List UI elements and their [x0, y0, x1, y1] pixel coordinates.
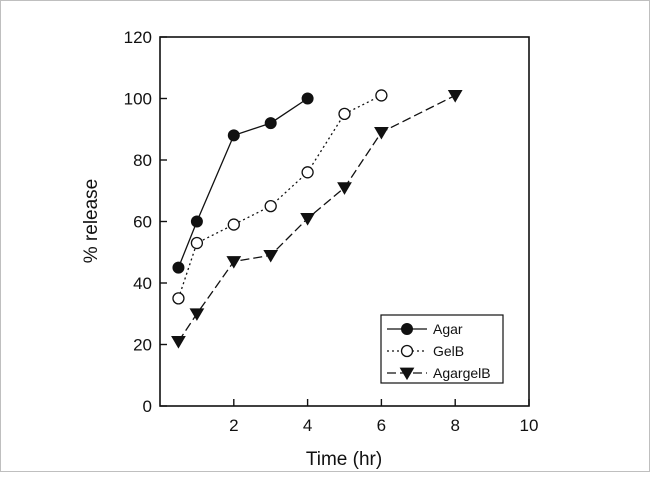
series-layer — [171, 89, 463, 349]
legend-label: GelB — [433, 343, 464, 359]
series-agargelb — [171, 90, 463, 349]
data-point — [301, 166, 314, 179]
y-tick-label: 120 — [124, 28, 152, 47]
data-point — [264, 199, 277, 213]
data-point — [401, 323, 413, 335]
data-point — [338, 107, 351, 121]
y-tick-label: 80 — [133, 151, 152, 170]
data-point — [399, 367, 415, 381]
data-point — [263, 249, 279, 263]
data-point — [227, 129, 240, 142]
legend-entry: GelB — [387, 343, 464, 359]
data-point — [375, 89, 388, 102]
data-point — [172, 261, 185, 274]
series-gelb — [172, 89, 388, 305]
legend-entry: AgargelB — [387, 365, 491, 381]
data-point — [374, 126, 389, 140]
x-tick-label: 10 — [520, 416, 539, 435]
data-point — [227, 218, 240, 231]
legend-label: AgargelB — [433, 365, 491, 381]
legend-label: Agar — [433, 321, 463, 337]
data-point — [190, 215, 203, 228]
x-axis-title: Time (hr) — [306, 449, 382, 470]
series-line — [177, 94, 456, 342]
y-tick-label: 0 — [143, 397, 152, 416]
y-axis-title: % release — [81, 179, 102, 264]
data-point — [172, 292, 185, 305]
legend: Agar GelB AgargelB — [380, 314, 504, 384]
y-axis: 0 20 40 60 80 100 120 — [124, 28, 167, 416]
y-tick-label: 40 — [133, 274, 152, 293]
y-tick-label: 20 — [133, 336, 152, 355]
data-point — [189, 308, 205, 321]
series-agar — [172, 92, 314, 274]
data-point — [300, 213, 315, 226]
x-tick-label: 4 — [303, 416, 312, 435]
y-tick-label: 60 — [133, 213, 152, 232]
x-tick-label: 2 — [229, 416, 238, 435]
data-point — [226, 256, 242, 269]
legend-entry: Agar — [387, 321, 463, 337]
data-point — [171, 336, 186, 349]
x-tick-label: 6 — [377, 416, 386, 435]
x-axis: 2 4 6 8 10 — [229, 399, 538, 435]
data-point — [301, 92, 314, 105]
data-point — [337, 182, 352, 195]
data-point — [190, 236, 204, 250]
y-tick-label: 100 — [124, 90, 152, 109]
data-point — [447, 90, 463, 103]
data-point — [264, 117, 277, 130]
x-tick-label: 8 — [450, 416, 459, 435]
data-point — [400, 344, 414, 358]
